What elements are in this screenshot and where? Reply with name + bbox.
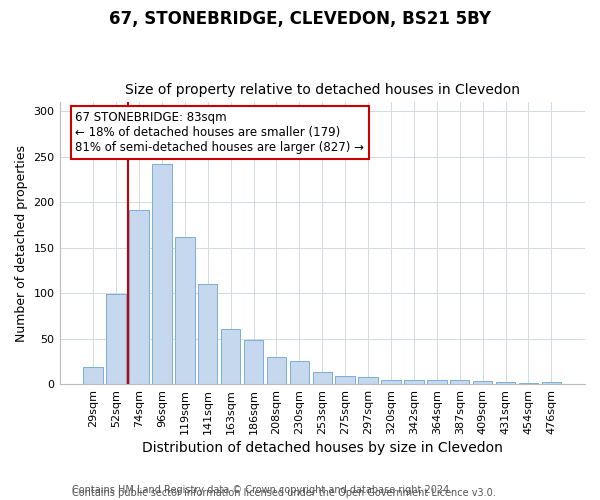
Bar [244, 340, 263, 384]
Bar [83, 367, 103, 384]
Text: Contains HM Land Registry data © Crown copyright and database right 2024.: Contains HM Land Registry data © Crown c… [72, 485, 452, 495]
Bar [427, 380, 446, 384]
Title: Size of property relative to detached houses in Clevedon: Size of property relative to detached ho… [125, 83, 520, 97]
Text: Contains public sector information licensed under the Open Government Licence v3: Contains public sector information licen… [72, 488, 496, 498]
Y-axis label: Number of detached properties: Number of detached properties [15, 144, 28, 342]
Bar [313, 372, 332, 384]
Text: 67 STONEBRIDGE: 83sqm
← 18% of detached houses are smaller (179)
81% of semi-det: 67 STONEBRIDGE: 83sqm ← 18% of detached … [76, 111, 364, 154]
Bar [519, 383, 538, 384]
Bar [290, 362, 309, 384]
Bar [129, 210, 149, 384]
Bar [267, 357, 286, 384]
Bar [175, 237, 194, 384]
Bar [152, 164, 172, 384]
Bar [473, 382, 493, 384]
Text: 67, STONEBRIDGE, CLEVEDON, BS21 5BY: 67, STONEBRIDGE, CLEVEDON, BS21 5BY [109, 10, 491, 28]
Bar [198, 284, 217, 384]
Bar [542, 382, 561, 384]
Bar [381, 380, 401, 384]
Bar [404, 380, 424, 384]
Bar [450, 380, 469, 384]
Bar [106, 294, 126, 384]
Bar [221, 328, 241, 384]
Bar [335, 376, 355, 384]
Bar [358, 377, 378, 384]
X-axis label: Distribution of detached houses by size in Clevedon: Distribution of detached houses by size … [142, 441, 503, 455]
Bar [496, 382, 515, 384]
